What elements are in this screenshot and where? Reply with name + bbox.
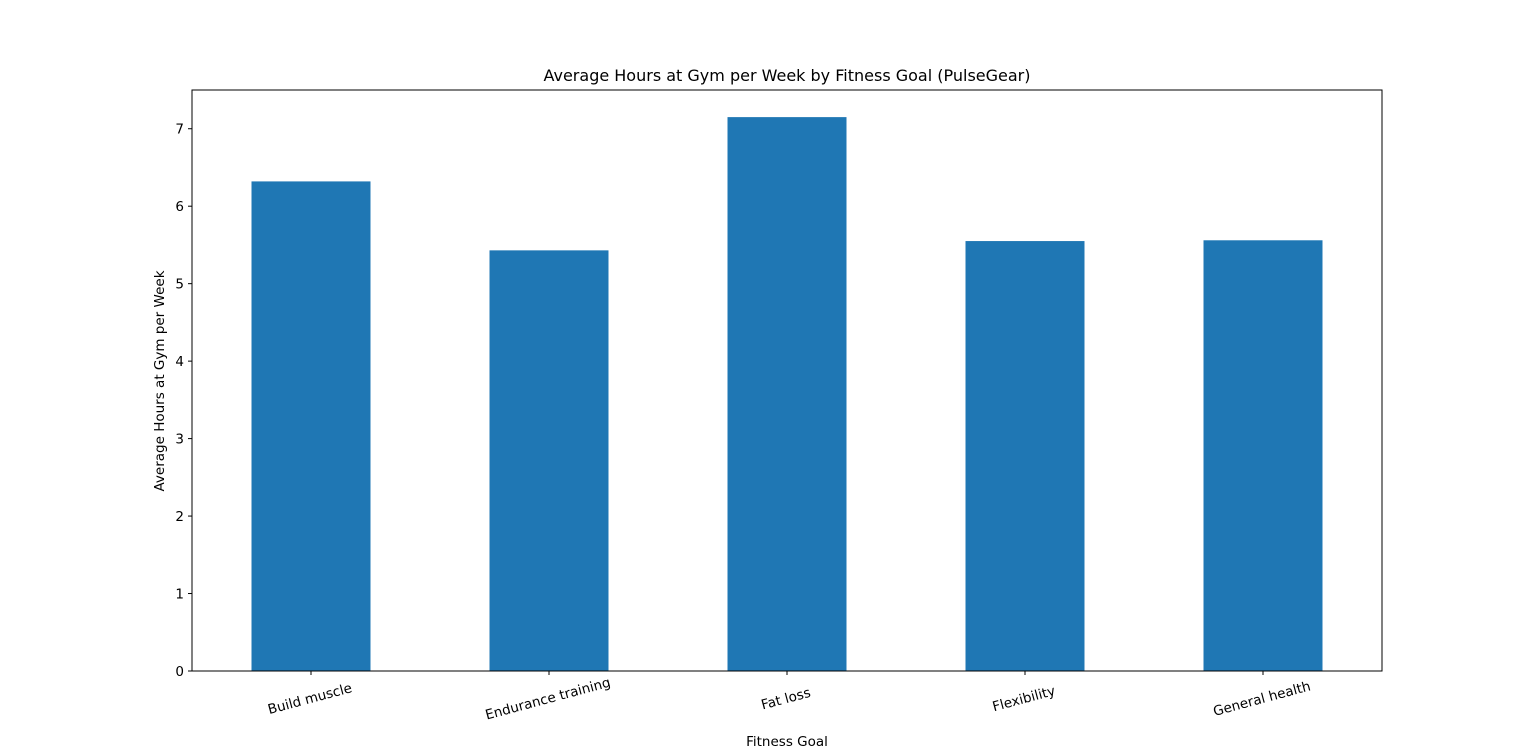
bar-fat-loss xyxy=(727,117,847,671)
y-tick-label: 1 xyxy=(175,587,184,603)
chart-title: Average Hours at Gym per Week by Fitness… xyxy=(543,66,1030,85)
x-tick-label: Flexibility xyxy=(991,683,1057,715)
y-tick-label: 4 xyxy=(175,354,184,370)
plot-frame xyxy=(191,89,1383,672)
bar-build-muscle xyxy=(251,181,371,672)
x-tick-label: Endurance training xyxy=(484,675,613,724)
y-tick-label: 7 xyxy=(175,122,184,138)
y-tick-label: 0 xyxy=(175,664,184,680)
y-axis: 0 1 2 3 4 5 6 7 xyxy=(175,122,192,680)
bar-flexibility xyxy=(965,241,1085,671)
y-tick-label: 5 xyxy=(175,277,184,293)
y-tick-label: 6 xyxy=(175,199,184,215)
bars-group xyxy=(251,117,1323,672)
bar-endurance-training xyxy=(489,250,609,671)
x-axis-label: Fitness Goal xyxy=(746,734,828,750)
x-tick-label: Fat loss xyxy=(760,685,813,714)
y-axis-label: Average Hours at Gym per Week xyxy=(152,270,168,491)
x-axis: Build muscle Endurance training Fat loss Fl… xyxy=(266,671,1312,724)
x-tick-label: General health xyxy=(1211,678,1312,719)
y-tick-label: 3 xyxy=(175,432,184,448)
x-tick-label: Build muscle xyxy=(266,680,354,718)
y-tick-label: 2 xyxy=(175,509,184,525)
bar-general-health xyxy=(1203,240,1323,671)
